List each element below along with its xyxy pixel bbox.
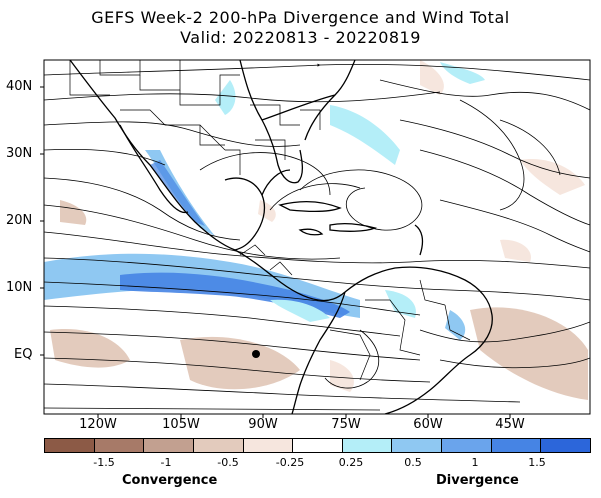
lat-label: 30N bbox=[6, 146, 33, 161]
convergence-label: Convergence bbox=[122, 473, 218, 488]
galapagos-island bbox=[252, 350, 260, 358]
lon-label: 45W bbox=[495, 417, 525, 432]
colorbar-bin bbox=[93, 438, 145, 453]
lat-label: 20N bbox=[6, 213, 33, 228]
colorbar-bin bbox=[391, 438, 443, 453]
map-subtitle: Valid: 20220813 - 20220819 bbox=[180, 28, 421, 47]
lon-label: 105W bbox=[162, 417, 200, 432]
lat-label: EQ bbox=[14, 347, 33, 362]
lon-label: 120W bbox=[79, 417, 117, 432]
colorbar-bin bbox=[44, 438, 95, 453]
colorbar-bin bbox=[242, 438, 294, 453]
lon-label: 90W bbox=[248, 417, 278, 432]
lon-label: 75W bbox=[331, 417, 361, 432]
colorbar-tick-label: -0.5 bbox=[217, 456, 239, 469]
lat-label: 10N bbox=[6, 280, 33, 295]
colorbar-tick-label: -0.25 bbox=[275, 456, 305, 469]
colorbar-bin bbox=[341, 438, 393, 453]
lat-label: 40N bbox=[6, 79, 33, 94]
divergence-shading bbox=[44, 60, 588, 400]
colorbar-tick-label: -1.5 bbox=[93, 456, 115, 469]
coastlines bbox=[69, 60, 493, 414]
divergence-label: Divergence bbox=[436, 473, 519, 488]
colorbar-tick-label: -1 bbox=[160, 456, 172, 469]
colorbar-tick-label: 0.5 bbox=[404, 456, 422, 469]
colorbar-tick-label: 0.25 bbox=[338, 456, 364, 469]
map-frame bbox=[43, 59, 591, 415]
colorbar-bin bbox=[143, 438, 194, 453]
colorbar-bin bbox=[192, 438, 244, 453]
colorbar-bin bbox=[540, 438, 591, 453]
axis-ticks bbox=[40, 86, 511, 418]
colorbar-bin bbox=[490, 438, 542, 453]
wind-streamlines bbox=[44, 63, 590, 411]
colorbar-tick-label: 1 bbox=[471, 456, 479, 469]
colorbar-bin bbox=[441, 438, 492, 453]
map-title: GEFS Week-2 200-hPa Divergence and Wind … bbox=[91, 8, 510, 27]
colorbar-bin bbox=[292, 438, 343, 453]
political-borders bbox=[69, 60, 471, 381]
colorbar-tick-label: 1.5 bbox=[528, 456, 546, 469]
lon-label: 60W bbox=[413, 417, 443, 432]
